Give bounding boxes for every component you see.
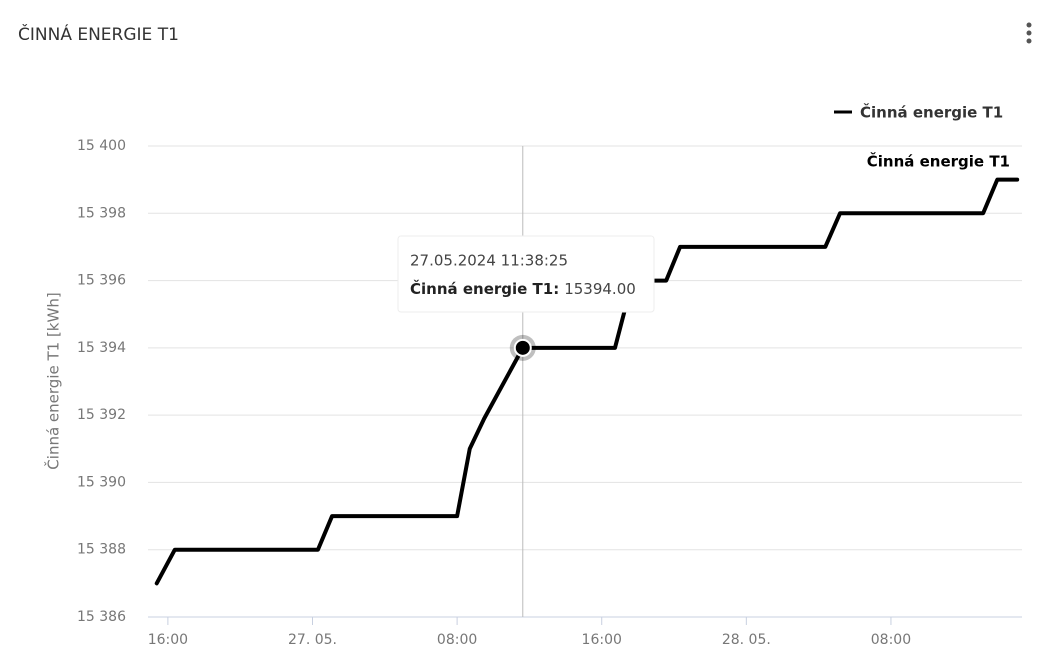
x-tick-label: 08:00 [437, 632, 477, 648]
x-tick-label: 16:00 [582, 632, 622, 648]
y-tick-label: 15 388 [77, 542, 126, 558]
y-tick-label: 15 396 [77, 273, 126, 289]
y-tick-label: 15 394 [77, 340, 126, 356]
x-tick-label: 28. 05. [722, 632, 771, 648]
widget-title: ČINNÁ ENERGIE T1 [18, 23, 179, 45]
y-tick-label: 15 398 [77, 205, 126, 221]
y-tick-label: 15 390 [77, 474, 126, 490]
hover-point [513, 338, 532, 357]
tooltip-row: Činná energie T1: 15394.00 [410, 279, 636, 298]
tooltip-title: 27.05.2024 11:38:25 [410, 252, 568, 270]
tooltip-box [397, 235, 655, 313]
x-tick-label: 08:00 [871, 632, 911, 648]
y-axis-label: Činná energie T1 [kWh] [44, 292, 63, 469]
x-tick-label: 16:00 [148, 632, 188, 648]
tooltip: 27.05.2024 11:38:25 Činná energie T1: 1539… [397, 235, 655, 313]
legend-label[interactable]: Činná energie T1 [860, 103, 1003, 122]
y-tick-label: 15 386 [77, 609, 126, 625]
y-tick-label: 15 400 [77, 138, 126, 154]
tooltip-value: 15394.00 [564, 280, 636, 298]
x-tick-label: 27. 05. [288, 632, 337, 648]
series-label: Činná energie T1 [867, 152, 1010, 171]
menu-button[interactable] [1026, 22, 1032, 44]
series-line [154, 177, 1020, 586]
y-tick-label: 15 392 [77, 407, 126, 423]
tooltip-label: Činná energie T1: [410, 279, 559, 298]
